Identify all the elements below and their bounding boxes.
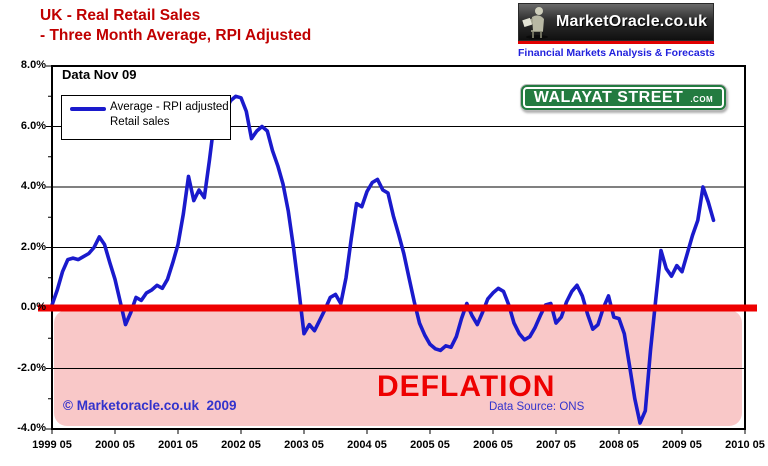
x-tick-label: 2006 05	[473, 439, 513, 451]
x-tick-label: 1999 05	[32, 439, 72, 451]
deflation-label: DEFLATION	[377, 370, 556, 403]
x-tick-label: 2004 05	[347, 439, 387, 451]
x-tick-label: 2000 05	[95, 439, 135, 451]
y-tick-label: 4.0%	[20, 180, 46, 192]
chart-title: UK - Real Retail Sales - Three Month Ave…	[40, 6, 311, 46]
x-tick-label: 2008 05	[599, 439, 639, 451]
logo-text: MarketOracle.co.uk	[556, 13, 708, 30]
marketoracle-logo[interactable]: MarketOracle.co.uk Financial Markets Ana…	[518, 3, 715, 59]
walayat-street-badge-inner: WALAYAT STREET .COM	[523, 87, 724, 108]
y-tick-label: 0.0%	[20, 301, 46, 313]
copyright-label: © Marketoracle.co.uk 2009	[63, 398, 237, 413]
logo-box: MarketOracle.co.uk	[518, 3, 714, 41]
y-tick-label: 6.0%	[20, 119, 46, 132]
chart-title-line2: - Three Month Average, RPI Adjusted	[40, 27, 312, 44]
logo-tagline: Financial Markets Analysis & Forecasts	[518, 47, 715, 59]
oracle-figure-icon	[522, 7, 548, 39]
x-tick-label: 2001 05	[158, 439, 198, 451]
chart-title-line1: UK - Real Retail Sales	[40, 7, 201, 24]
data-source-label: Data Source: ONS	[489, 401, 585, 413]
legend-label: Average - RPI adjusted Retail sales	[110, 96, 229, 139]
x-tick-label: 2002 05	[221, 439, 261, 451]
x-tick-label: 2007 05	[536, 439, 576, 451]
x-tick-label: 2005 05	[410, 439, 450, 451]
legend-label-line1: Average - RPI adjusted	[110, 101, 229, 113]
x-tick-label: 2009 05	[662, 439, 702, 451]
badge-suffix: .COM	[690, 95, 714, 104]
badge-text: WALAYAT STREET	[533, 88, 684, 106]
legend: Average - RPI adjusted Retail sales	[61, 95, 231, 140]
data-vintage-label: Data Nov 09	[62, 67, 137, 82]
x-tick-label: 2003 05	[284, 439, 324, 451]
y-tick-label: -4.0%	[17, 422, 46, 434]
logo-red-stripe	[518, 41, 714, 44]
legend-label-line2: Retail sales	[110, 116, 170, 128]
x-tick-label: 2010 05	[725, 439, 765, 451]
legend-line-sample	[70, 107, 106, 111]
walayat-street-badge[interactable]: WALAYAT STREET .COM	[520, 84, 727, 111]
y-tick-label: 8.0%	[20, 59, 46, 71]
y-tick-label: -2.0%	[17, 361, 46, 374]
y-tick-label: 2.0%	[20, 240, 46, 253]
